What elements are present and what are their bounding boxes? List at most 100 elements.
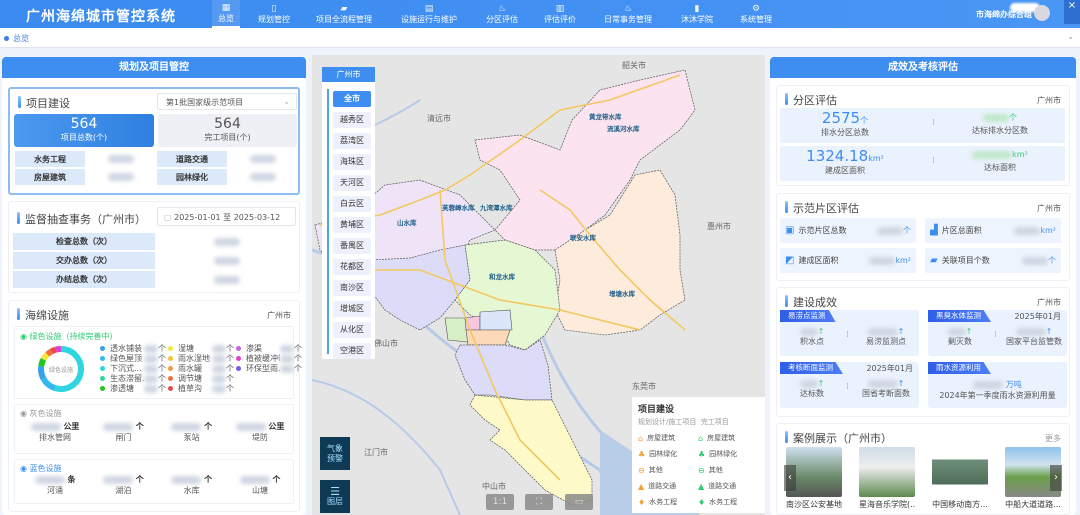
district-conghua[interactable] [474,69,696,251]
effect-label: 国省考断面数 [862,389,910,398]
district-item[interactable]: 海珠区 [333,154,371,170]
more-link[interactable]: 更多 [1045,434,1061,443]
demo-stat[interactable]: ◩ 建成区面积 km² [780,248,916,273]
legend-value [212,354,226,363]
row-label: 交办总数（次） [12,251,156,270]
date-range-picker[interactable]: ▢ 2025-01-01 至 2025-03-12 [157,207,296,226]
tab-overview[interactable]: 总览 [4,33,29,44]
district-item[interactable]: 花都区 [333,259,371,275]
legend-dot [236,356,241,361]
district-item[interactable]: 越秀区 [333,112,371,128]
district-item[interactable]: 番禺区 [333,238,371,254]
district-item[interactable]: 黄埔区 [333,217,371,233]
legend-value [144,364,158,373]
district-tianhe[interactable] [479,309,513,331]
nav-system[interactable]: ⚙ 系统管理 [736,0,776,28]
unit: 个 [1048,256,1056,265]
nav-label: 分区评估 [486,14,518,24]
city-label: 中山市 [482,482,506,491]
carousel-next-button[interactable]: › [1050,465,1062,491]
district-item[interactable]: 白云区 [333,196,371,212]
effect-card-item[interactable]: 雨水资源利用 万吨 2024年第一季度雨水资源利用量 [928,362,1067,408]
stat-label: 湖泊 [115,486,132,495]
blue-stat: 个湖泊 [93,474,153,496]
total-projects[interactable]: 564 项目总数(个) [14,114,154,147]
effect-label: 国家平台监管数 [1006,337,1062,346]
completed-projects[interactable]: 564 完工项目(个) [158,114,297,147]
legend-icon[interactable]: ▭ [565,494,593,510]
nav-planning[interactable]: ▯ 规划管控 [254,0,294,28]
legend-item[interactable]: 渗透塘 个 [100,383,168,394]
legend-item[interactable]: 植草沟 个 [168,383,236,394]
case-item[interactable]: 星海音乐学院(... [859,447,915,510]
effect-card-item[interactable]: 易涝点监测 ↑ 积水点 ⁞ ↑ 易涝监测点 [780,310,919,356]
donut-label: 绿色设施 [48,367,73,374]
district-panyu[interactable] [454,339,553,401]
fullscreen-icon[interactable]: ⛶ [525,494,553,510]
nav-daily[interactable]: ♨ 日常事务管理 [600,0,656,28]
close-icon[interactable]: × [1064,0,1080,24]
effect-label: 积水点 [800,337,824,346]
demo-value [869,256,896,265]
legend-item[interactable]: 透水铺装 个 [100,343,168,354]
district-zengcheng[interactable] [554,169,686,336]
legend-item[interactable]: 雨水罐 个 [168,363,236,374]
district-liwan[interactable] [444,317,469,343]
carousel-prev-button[interactable]: ‹ [784,465,796,491]
district-baiyun[interactable] [369,244,471,331]
legend-item[interactable]: 绿色屋顶 个 [100,353,168,364]
green-title-text: 绿色设施（持续完善中） [29,332,118,341]
user-name[interactable]: 市海绵办综合组 [976,10,1032,19]
legend-item[interactable]: 植被缓冲带 个 [236,353,304,364]
reservoir-label: 联安水库 [570,234,596,242]
legend-item[interactable]: 环保型雨... 个 [236,363,304,374]
district-item[interactable]: 从化区 [333,322,371,338]
district-item[interactable]: 空港区 [333,343,371,359]
weather-warning-button[interactable]: 气象预警 [320,437,350,470]
legend-item[interactable]: 湿塘 个 [168,343,236,354]
legend-item[interactable]: 生态滞留... 个 [100,373,168,384]
inbox-icon: ▣ [785,225,795,236]
district-item[interactable]: 增城区 [333,301,371,317]
district-huangpu[interactable] [454,239,561,351]
left-panel-title: 规划及项目管控 [2,57,306,78]
nav-facility[interactable]: ▤ 设施运行与维护 [397,0,461,28]
nav-evaluation[interactable]: ▥ 评估评价 [540,0,580,28]
city-label: 广州市 [267,311,291,320]
nav-project-flow[interactable]: ▰ 项目全流程管理 [312,0,376,28]
district-item[interactable]: 荔湾区 [333,133,371,149]
case-item[interactable]: 中国移动南方... [932,447,988,510]
legend-name: 下沉式... [110,364,142,373]
stat-value [235,422,266,431]
effect-card-item[interactable]: 黑臭水体监测 2025年01月 ↑ 剿灭数 ⁞ ↑ 国家平台监管数 [928,310,1067,356]
scale-1to1-button[interactable]: 1:1 [486,494,514,510]
district-item[interactable]: 南沙区 [333,280,371,296]
city-label: 东莞市 [632,382,656,391]
batch-select[interactable]: 第1批国家级示范项目 ⌄ [157,93,297,110]
legend-item[interactable]: 雨水湿地 个 [168,353,236,364]
nav-overview[interactable]: ▦ 总览 [212,0,240,28]
legend-value [144,384,158,393]
section-title: 分区评估 [785,92,837,108]
legend-item[interactable]: 调节塘 个 [168,373,236,384]
demo-stat[interactable]: ▣ 示范片区总数 个 [780,218,916,243]
chevron-down-icon[interactable]: ⌄ [1067,32,1074,41]
legend-row: ▲ 道路交通 ▲ 道路交通 [638,478,759,494]
nav-academy[interactable]: ▮ 沐沐学院 [677,0,717,28]
district-item[interactable]: 全市 [333,91,371,107]
highway [330,269,641,331]
unit: 个 [294,364,302,373]
legend-dot [236,366,241,371]
drop-icon: ♦ [638,497,646,507]
district-item[interactable]: 天河区 [333,175,371,191]
avatar[interactable] [1034,5,1050,21]
legend-item[interactable]: 渗渠 个 [236,343,304,354]
case-caption: 南沙区公安基地 [786,500,842,509]
minus-circle-icon: ⊖ [638,465,645,475]
nav-zone[interactable]: ♨ 分区评估 [482,0,522,28]
demo-stat[interactable]: ▟ 片区总面积 km² [925,218,1061,243]
effect-card-item[interactable]: 考核断面监测 2025年01月 ↑ 达标数 ⁞ ↑ 国省考断面数 [780,362,919,408]
legend-item[interactable]: 下沉式... 个 [100,363,168,374]
layer-button[interactable]: ☰ 图层 [320,480,350,513]
demo-stat[interactable]: ▰ 关联项目个数 个 [925,248,1061,273]
